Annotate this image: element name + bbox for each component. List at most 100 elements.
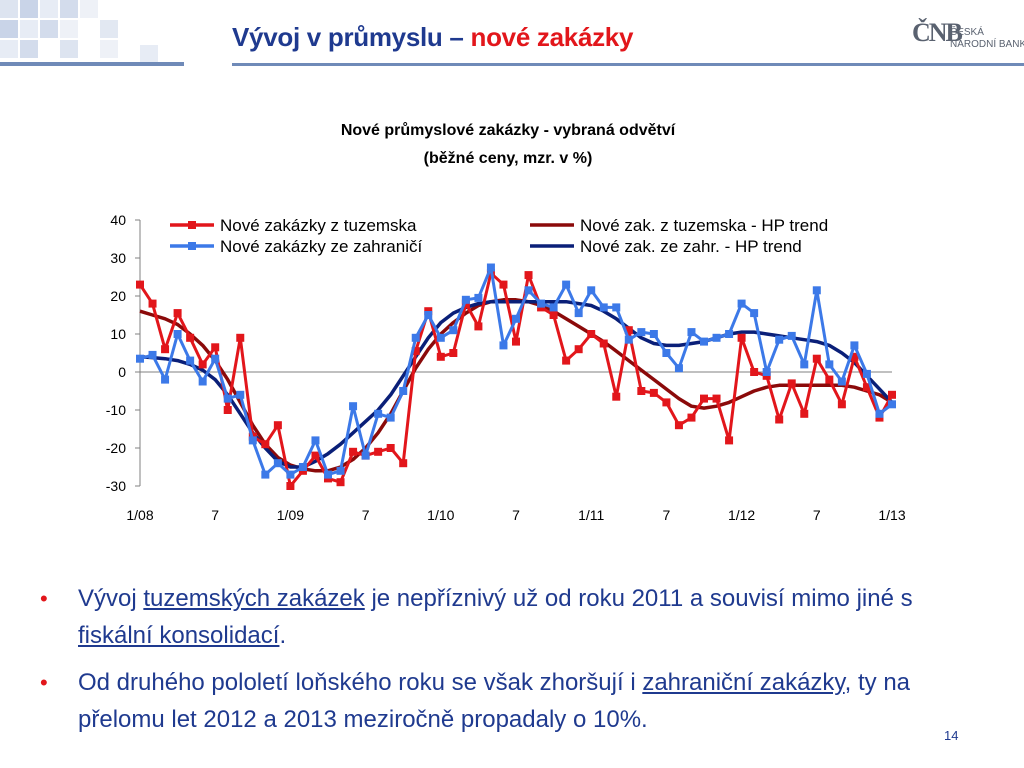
data-point (374, 409, 383, 418)
deco-square (0, 0, 18, 18)
chart-title: Nové průmyslové zakázky - vybraná odvětv… (341, 122, 676, 139)
deco-square (20, 0, 38, 18)
data-point (449, 349, 458, 357)
bullet-marker: • (40, 586, 48, 611)
data-point (361, 451, 370, 460)
logo-line-1: ČESKÁ (950, 27, 984, 38)
data-point (649, 388, 658, 397)
data-point (662, 398, 671, 407)
data-point (273, 421, 282, 430)
deco-square (0, 20, 18, 38)
data-point (775, 335, 784, 344)
slide-title-accent: nové zakázky (470, 22, 634, 52)
data-point (574, 345, 583, 354)
deco-square (60, 20, 78, 38)
data-point (236, 390, 245, 399)
data-point (349, 402, 358, 411)
data-point (386, 413, 395, 422)
data-point (273, 459, 282, 468)
data-point (148, 299, 157, 308)
y-tick-label: 10 (110, 326, 126, 342)
deco-square (60, 0, 78, 18)
slide-title: Vývoj v průmyslu – nové zakázky (232, 22, 634, 52)
data-point (499, 280, 508, 289)
title-divider (232, 63, 1024, 66)
data-point (399, 387, 408, 395)
data-point (725, 436, 734, 445)
data-point (662, 349, 671, 357)
y-tick-label: -10 (106, 402, 126, 418)
deco-square (40, 0, 58, 18)
legend-label: Nové zakázky ze zahraničí (220, 237, 422, 256)
data-point (624, 326, 633, 335)
data-point (424, 311, 433, 319)
data-point (687, 328, 696, 337)
data-point (512, 314, 520, 323)
data-point (812, 354, 821, 363)
bullet-underlined-term: fiskální konsolidací (78, 622, 280, 649)
data-point (612, 303, 621, 312)
legend-swatch-marker (188, 242, 196, 250)
orders-chart: Nové průmyslové zakázky - vybraná odvětv… (106, 122, 906, 523)
bullet-item: • Vývoj tuzemských zakázek je nepříznivý … (40, 580, 940, 654)
data-point (862, 383, 871, 392)
data-point (186, 356, 195, 365)
data-point (775, 415, 784, 424)
trend-line (139, 298, 893, 473)
data-point (286, 482, 295, 490)
legend-label: Nové zak. z tuzemska - HP trend (580, 216, 828, 235)
y-tick-label: 40 (110, 212, 126, 228)
data-point (449, 326, 458, 335)
data-point (674, 364, 683, 373)
data-point (549, 311, 558, 319)
deco-square (80, 0, 98, 18)
data-point (837, 377, 846, 386)
data-point (888, 390, 896, 399)
x-tick-label: 1/09 (277, 507, 304, 523)
data-point (173, 309, 182, 318)
data-point (311, 436, 320, 445)
data-point (574, 309, 583, 318)
data-point (374, 447, 383, 456)
x-tick-label: 1/13 (878, 507, 905, 523)
data-point (261, 440, 270, 449)
y-tick-label: -20 (106, 440, 126, 456)
bullet-marker: • (40, 670, 48, 695)
data-point (436, 333, 445, 342)
data-point (173, 330, 182, 338)
data-point (712, 394, 721, 403)
x-tick-label: 1/08 (126, 507, 153, 523)
data-point (436, 352, 445, 361)
data-point (562, 280, 571, 289)
data-point (474, 293, 483, 302)
legend-label: Nové zakázky z tuzemska (220, 216, 417, 235)
data-point (223, 394, 232, 403)
data-point (612, 392, 621, 401)
data-point (461, 295, 470, 304)
data-point (136, 354, 144, 363)
data-point (298, 463, 307, 471)
data-point (587, 330, 596, 338)
data-point (812, 286, 821, 295)
data-point (725, 330, 734, 338)
data-point (324, 470, 332, 479)
data-point (336, 478, 345, 487)
data-point (800, 360, 809, 369)
data-point (148, 350, 157, 359)
bullet-text: , ty na přelomu let 2012 a 2013 meziročn… (78, 669, 911, 733)
data-point (386, 444, 395, 452)
decorative-squares (0, 0, 190, 70)
data-point (474, 322, 483, 331)
data-point (211, 343, 220, 352)
data-point (700, 394, 708, 403)
data-point (186, 333, 195, 342)
data-point (499, 341, 508, 350)
data-point (637, 387, 646, 395)
data-point (687, 413, 696, 422)
data-point (624, 335, 633, 344)
deco-square (40, 20, 58, 38)
data-point (888, 400, 896, 409)
deco-square (140, 45, 158, 63)
data-point (261, 470, 270, 479)
data-point (286, 470, 295, 479)
